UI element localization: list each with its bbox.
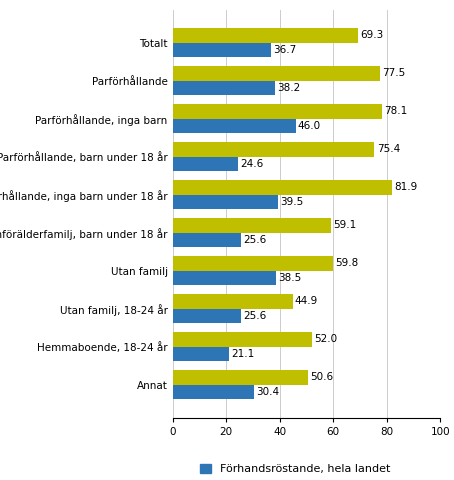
Text: 46.0: 46.0 [298,121,321,131]
Bar [173,294,293,309]
Text: 59.1: 59.1 [333,220,356,230]
Bar [173,142,375,156]
Text: 50.6: 50.6 [310,372,333,383]
Bar [173,309,241,323]
Bar [173,332,312,347]
Bar [173,180,392,194]
Bar [173,347,229,361]
Bar [173,194,278,209]
Text: 75.4: 75.4 [377,144,400,155]
Bar [173,81,275,95]
Text: 81.9: 81.9 [394,182,417,192]
Text: 38.5: 38.5 [278,273,301,283]
Bar [173,66,380,81]
Text: 39.5: 39.5 [281,197,304,207]
Text: 30.4: 30.4 [256,387,279,397]
Bar [173,28,358,43]
Bar [173,233,241,247]
Text: 77.5: 77.5 [382,68,405,78]
Text: 38.2: 38.2 [277,83,300,93]
Text: 25.6: 25.6 [243,235,266,245]
Text: 25.6: 25.6 [243,311,266,321]
Bar [173,43,271,57]
Bar [173,104,382,119]
Bar [173,156,238,171]
Text: 24.6: 24.6 [241,159,264,169]
Text: 78.1: 78.1 [384,107,407,116]
Text: 59.8: 59.8 [335,258,358,268]
Text: 21.1: 21.1 [231,349,254,359]
Bar [173,119,296,133]
Bar [173,256,333,271]
Text: 36.7: 36.7 [273,45,296,55]
Bar [173,218,331,233]
Bar [173,384,254,399]
Text: 52.0: 52.0 [314,335,337,344]
Text: 44.9: 44.9 [295,296,318,306]
Bar [173,370,308,384]
Bar [173,271,276,285]
Legend: Förhandsröstande, hela landet, Alla väljare, områden: Förhandsröstande, hela landet, Alla välj… [199,464,390,480]
Text: 69.3: 69.3 [360,30,384,40]
